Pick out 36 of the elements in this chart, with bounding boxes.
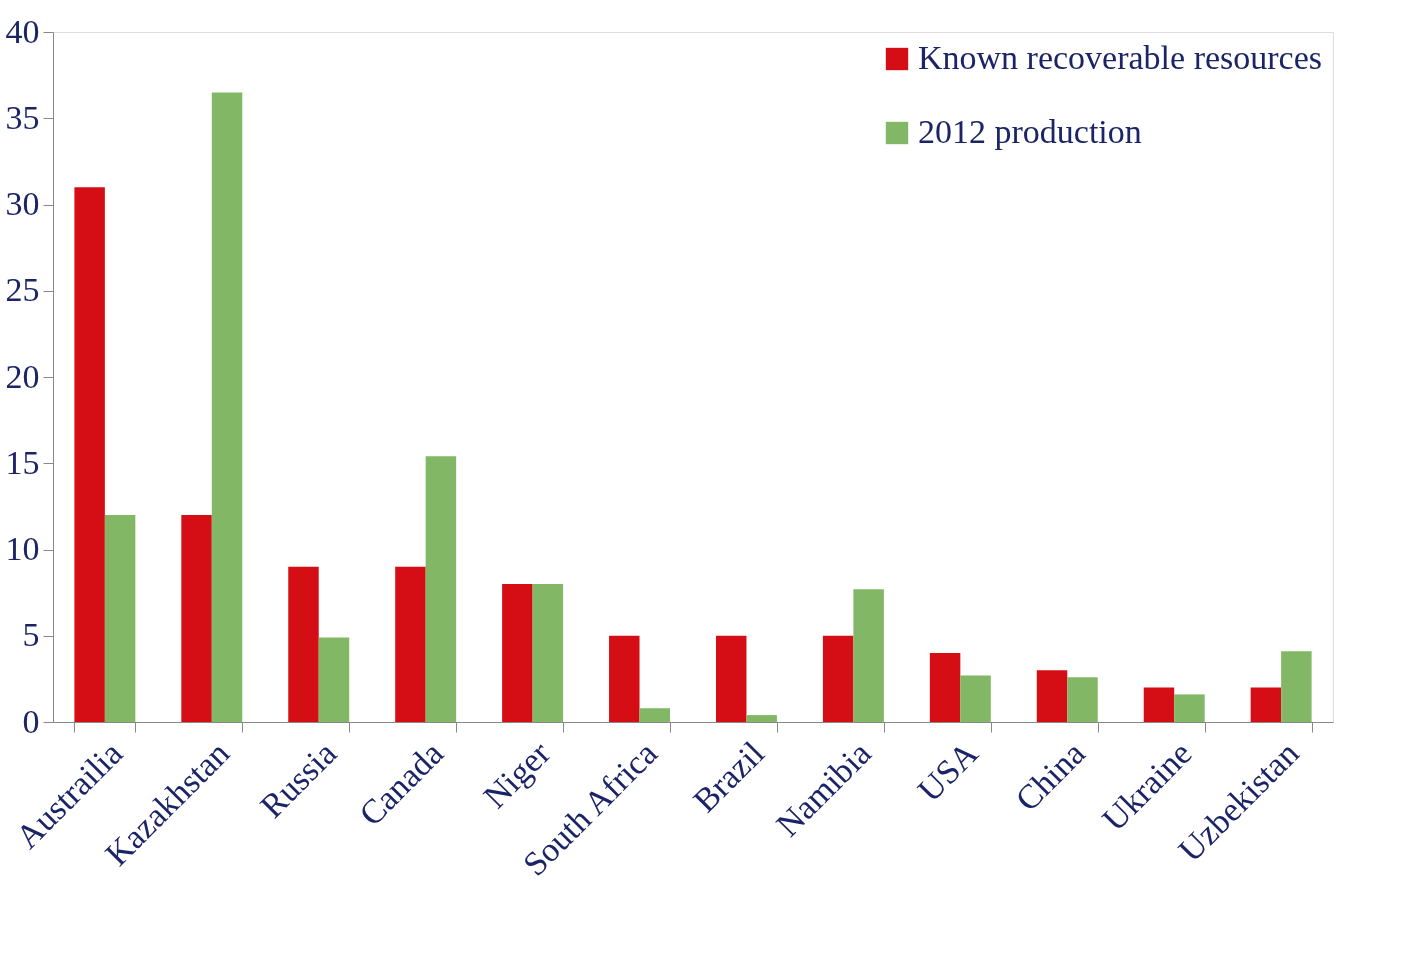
bar — [532, 584, 564, 722]
y-tick-label: 10 — [5, 530, 40, 567]
y-tick-label: 5 — [22, 616, 40, 654]
bar — [929, 653, 961, 722]
bar — [746, 715, 777, 722]
bar — [502, 584, 533, 722]
y-tick-label: 30 — [5, 185, 40, 222]
y-tick-label: 40 — [5, 12, 40, 50]
y-tick-label: 35 — [5, 98, 40, 136]
bar — [715, 635, 747, 722]
bar — [181, 515, 212, 722]
y-tick-label: 15 — [5, 443, 40, 481]
bar — [211, 92, 243, 722]
bar — [639, 708, 671, 722]
bar — [1174, 694, 1205, 722]
bar — [822, 635, 854, 722]
legend-label: Known recoverable resources — [918, 39, 1323, 76]
y-tick-label: 0 — [22, 702, 40, 740]
bar — [853, 589, 884, 722]
bar — [1036, 670, 1068, 722]
y-tick-label: 20 — [5, 357, 40, 395]
bar — [1143, 687, 1175, 722]
bar — [1281, 651, 1312, 722]
legend-label: 2012 production — [918, 113, 1142, 150]
x-tick-label: USA — [910, 734, 986, 809]
bar — [288, 566, 319, 722]
bar — [104, 515, 136, 722]
bar — [425, 456, 457, 722]
bar — [609, 635, 640, 722]
bar — [960, 675, 991, 722]
bar — [1067, 677, 1098, 722]
bar — [318, 637, 350, 722]
y-tick-label: 25 — [5, 271, 40, 309]
bar — [74, 187, 105, 722]
bar — [395, 566, 426, 722]
bar — [1250, 687, 1282, 722]
